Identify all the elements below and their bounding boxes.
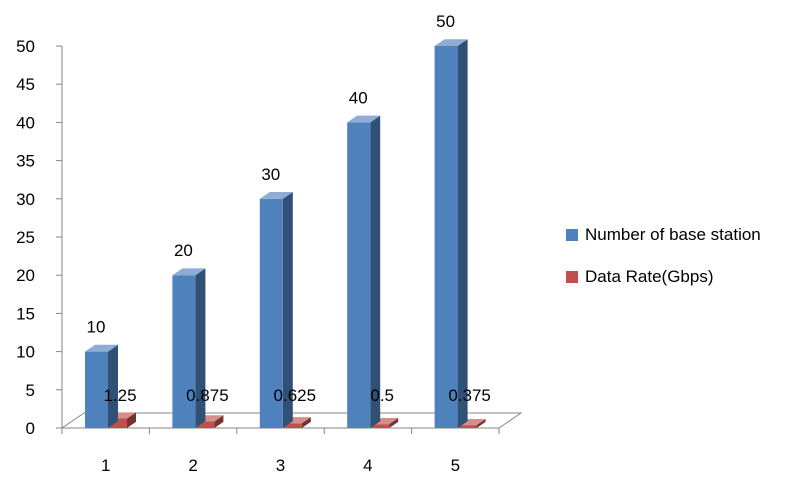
bar-base-stations-top <box>347 115 381 123</box>
data-label-data-rate: 0.625 <box>274 386 317 405</box>
bar-data-rate <box>196 421 215 428</box>
y-tick-label: 35 <box>16 152 35 171</box>
legend-label-data-rate: Data Rate(Gbps) <box>585 267 714 286</box>
data-label-data-rate: 0.875 <box>186 386 229 405</box>
bar-data-rate-side <box>127 412 136 428</box>
bar-base-stations-top <box>85 344 118 352</box>
data-label-base-stations: 40 <box>349 88 368 107</box>
chart-legend: Number of base station Data Rate(Gbps) <box>566 222 761 306</box>
bar-base-stations-top <box>172 268 206 276</box>
bar-data-rate <box>109 418 127 428</box>
data-label-data-rate: 0.375 <box>448 386 491 405</box>
x-tick-label: 1 <box>101 456 110 475</box>
bar-base-stations-side <box>282 192 293 428</box>
legend-swatch-data-rate <box>566 271 578 283</box>
legend-swatch-base-stations <box>566 229 578 241</box>
bar-data-rate-side <box>214 415 224 428</box>
y-tick-label: 10 <box>16 343 35 362</box>
bar-data-rate-side <box>301 417 311 428</box>
data-label-base-stations: 20 <box>174 241 193 260</box>
bar-base-stations-top <box>259 192 293 199</box>
bar-data-rate-side <box>389 418 399 428</box>
legend-item-base-stations: Number of base station <box>566 222 761 248</box>
y-tick-label: 0 <box>26 419 35 438</box>
bar-base-stations <box>259 198 283 428</box>
bar-base-stations-side <box>457 39 468 428</box>
bar-data-rate-side <box>476 419 486 428</box>
x-tick-label: 2 <box>188 456 197 475</box>
x-tick-label: 4 <box>363 456 372 475</box>
data-label-data-rate: 1.25 <box>103 386 136 405</box>
bar-base-stations <box>172 275 196 428</box>
bar-base-stations-side <box>108 344 118 428</box>
bar-data-rate <box>283 423 302 428</box>
bar-data-rate <box>371 424 390 428</box>
legend-item-data-rate: Data Rate(Gbps) <box>566 264 761 290</box>
bar-base-stations-top <box>434 39 468 46</box>
y-tick-label: 50 <box>16 37 35 56</box>
bar-base-stations <box>434 46 458 428</box>
y-tick-label: 5 <box>26 381 35 400</box>
bar-data-rate <box>458 425 477 428</box>
legend-label-base-stations: Number of base station <box>585 225 761 244</box>
bar-base-stations-side <box>370 115 381 428</box>
bar-base-stations <box>85 351 108 428</box>
y-tick-label: 40 <box>16 113 35 132</box>
x-tick-label: 5 <box>451 456 460 475</box>
data-label-base-stations: 10 <box>87 318 106 337</box>
x-tick-label: 3 <box>276 456 285 475</box>
y-tick-label: 15 <box>16 304 35 323</box>
y-tick-label: 30 <box>16 190 35 209</box>
bar-base-stations-side <box>195 268 206 428</box>
data-label-base-stations: 50 <box>436 12 455 31</box>
y-tick-label: 25 <box>16 228 35 247</box>
y-tick-label: 45 <box>16 75 35 94</box>
data-label-data-rate: 0.5 <box>370 386 394 405</box>
bar-base-stations <box>347 122 371 429</box>
y-tick-label: 20 <box>16 266 35 285</box>
data-label-base-stations: 30 <box>261 165 280 184</box>
